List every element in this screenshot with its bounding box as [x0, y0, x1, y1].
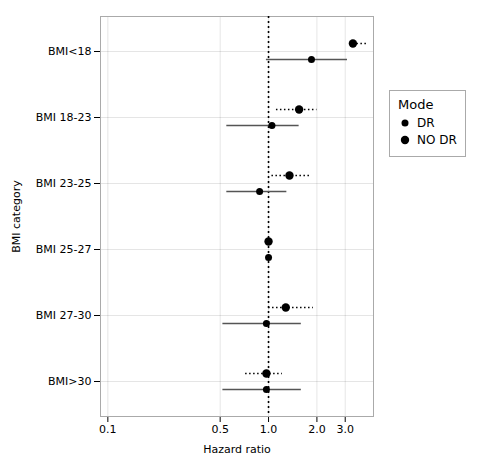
html-text:Mode: Mode: [398, 97, 434, 112]
svg-text:BMI<18: BMI<18: [48, 45, 92, 58]
svg-text:BMI 27-30: BMI 27-30: [36, 309, 92, 322]
svg-text:2.0: 2.0: [308, 423, 326, 436]
svg-text:BMI>30: BMI>30: [48, 375, 92, 388]
svg-text:BMI 18-23: BMI 18-23: [36, 111, 92, 124]
svg-text:0.5: 0.5: [211, 423, 229, 436]
svg-text:BMI 23-25: BMI 23-25: [36, 177, 92, 190]
html-text:DR: DR: [417, 116, 435, 130]
svg-text:BMI category: BMI category: [10, 180, 23, 253]
svg-text:1.0: 1.0: [260, 423, 278, 436]
svg-text:3.0: 3.0: [336, 423, 354, 436]
svg-text:Hazard ratio: Hazard ratio: [203, 443, 271, 456]
svg-text:BMI 25-27: BMI 25-27: [36, 243, 92, 256]
svg-text:0.1: 0.1: [99, 423, 117, 436]
html-text:NO DR: NO DR: [417, 133, 457, 147]
